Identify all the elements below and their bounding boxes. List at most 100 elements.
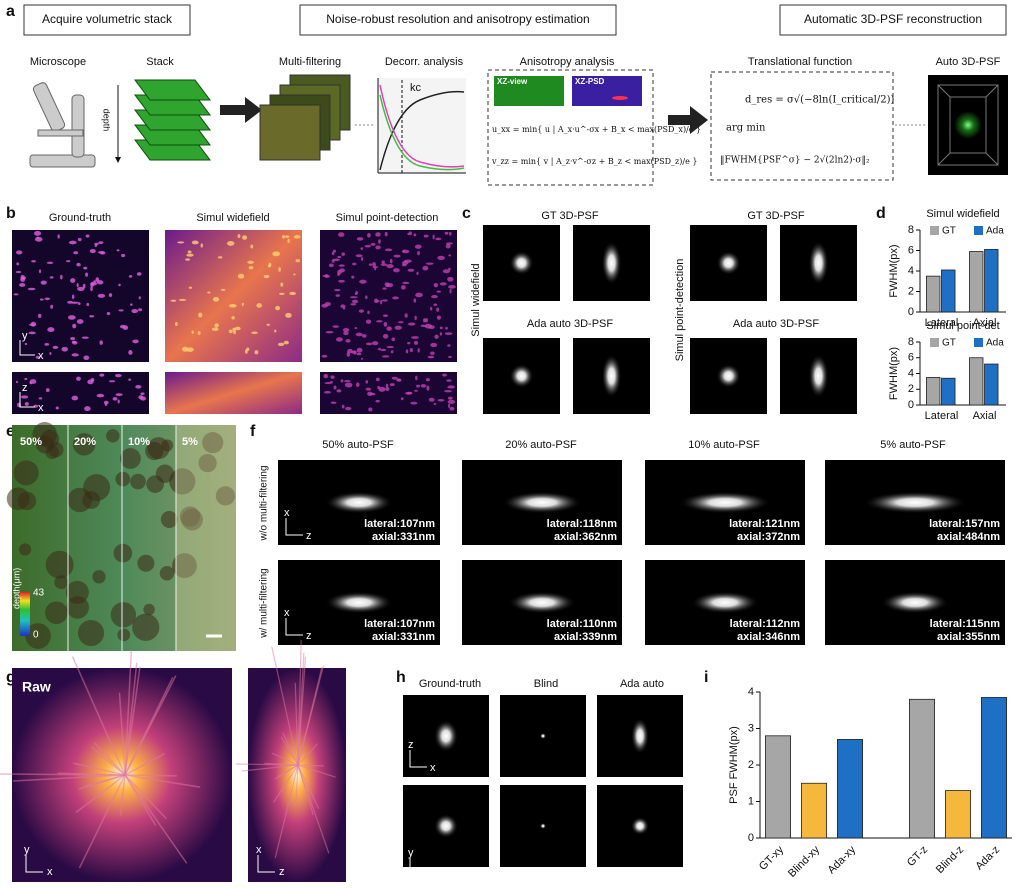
panel-label: d bbox=[876, 205, 886, 222]
measurement: lateral:118nm bbox=[547, 518, 618, 530]
speck bbox=[406, 391, 413, 395]
speck bbox=[436, 307, 440, 312]
streak bbox=[271, 752, 299, 766]
speck bbox=[356, 347, 363, 353]
psf-blob bbox=[509, 251, 534, 275]
speck bbox=[417, 348, 420, 353]
speck bbox=[413, 340, 419, 345]
speck bbox=[407, 268, 415, 272]
x-tick-label: Ada-xy bbox=[825, 843, 858, 876]
speck bbox=[383, 321, 388, 327]
speck bbox=[89, 315, 95, 318]
psf-blob bbox=[631, 817, 649, 835]
speck bbox=[97, 251, 105, 254]
axis-arrow bbox=[257, 855, 275, 873]
cell bbox=[215, 486, 236, 506]
speck bbox=[402, 281, 410, 285]
image-title: Simul widefield bbox=[196, 212, 269, 224]
measurement: lateral:107nm bbox=[364, 618, 435, 630]
psf-images bbox=[403, 695, 683, 867]
speck bbox=[97, 293, 106, 298]
speck bbox=[285, 312, 292, 318]
speck bbox=[96, 393, 105, 398]
psf-images: lateral:107nmaxial:331nmxzlateral:118nma… bbox=[278, 460, 1005, 645]
speck bbox=[188, 286, 193, 289]
speck bbox=[416, 384, 421, 388]
y-tick-label: 8 bbox=[908, 224, 914, 236]
axis-arrow bbox=[19, 340, 35, 356]
speck bbox=[432, 234, 435, 240]
speck bbox=[28, 331, 36, 335]
speck bbox=[71, 301, 79, 304]
speck bbox=[98, 241, 104, 245]
speck bbox=[436, 290, 441, 293]
psf-blob bbox=[863, 491, 967, 514]
level-label: 50% bbox=[20, 436, 42, 448]
speck bbox=[367, 310, 370, 315]
streak bbox=[280, 736, 299, 766]
speck bbox=[439, 282, 447, 286]
streak bbox=[295, 764, 299, 806]
header: Automatic 3D-PSF reconstruction bbox=[804, 12, 982, 26]
speck bbox=[231, 316, 235, 320]
streak bbox=[124, 774, 201, 788]
speck bbox=[331, 251, 335, 256]
speck bbox=[415, 292, 423, 298]
speck bbox=[103, 400, 109, 405]
speck bbox=[392, 296, 399, 300]
axis-label: y bbox=[408, 847, 414, 859]
speck bbox=[24, 401, 29, 406]
speck bbox=[384, 282, 390, 288]
streak bbox=[274, 764, 299, 859]
streak bbox=[0, 773, 126, 776]
streak bbox=[297, 667, 323, 766]
speck bbox=[423, 234, 429, 238]
speck bbox=[435, 237, 442, 241]
speck bbox=[267, 264, 271, 268]
level-label: 20% bbox=[74, 436, 96, 448]
bar bbox=[969, 357, 984, 406]
speck bbox=[444, 231, 449, 235]
speck bbox=[372, 266, 379, 269]
speck bbox=[77, 237, 82, 242]
speck bbox=[356, 352, 362, 356]
axis-label: x bbox=[284, 607, 290, 619]
cell bbox=[77, 619, 105, 647]
speck bbox=[66, 260, 71, 263]
axis-label: z bbox=[22, 382, 28, 394]
y-tick-label: 0 bbox=[748, 832, 754, 844]
speck bbox=[433, 282, 439, 288]
speck bbox=[36, 236, 40, 239]
xz-view-image bbox=[494, 76, 564, 106]
speck bbox=[365, 319, 372, 324]
speck bbox=[410, 401, 418, 405]
speck bbox=[197, 331, 201, 335]
speck bbox=[263, 274, 270, 279]
multifilter-icon bbox=[259, 74, 351, 161]
panel-label: e bbox=[6, 423, 15, 440]
speck bbox=[289, 291, 296, 296]
speck bbox=[71, 340, 77, 343]
speck bbox=[278, 267, 281, 272]
dashed-box bbox=[710, 71, 894, 181]
speck bbox=[425, 262, 434, 265]
speck bbox=[49, 276, 54, 279]
panel-label: g bbox=[6, 669, 16, 686]
speck bbox=[40, 280, 47, 285]
speck bbox=[424, 323, 433, 329]
step-label: Translational function bbox=[748, 56, 852, 68]
speck bbox=[61, 346, 68, 352]
panel-label: h bbox=[396, 669, 406, 686]
y-tick-label: 0 bbox=[908, 399, 914, 411]
bar bbox=[941, 269, 956, 313]
measurement: lateral:110nm bbox=[547, 618, 618, 630]
speck bbox=[283, 340, 289, 345]
speck bbox=[334, 289, 341, 292]
speck bbox=[448, 254, 452, 257]
speck bbox=[55, 406, 59, 410]
speck bbox=[128, 275, 133, 278]
step-label: Anisotropy analysis bbox=[520, 56, 615, 68]
speck bbox=[77, 302, 81, 306]
speck bbox=[233, 329, 236, 335]
speck bbox=[191, 240, 199, 245]
